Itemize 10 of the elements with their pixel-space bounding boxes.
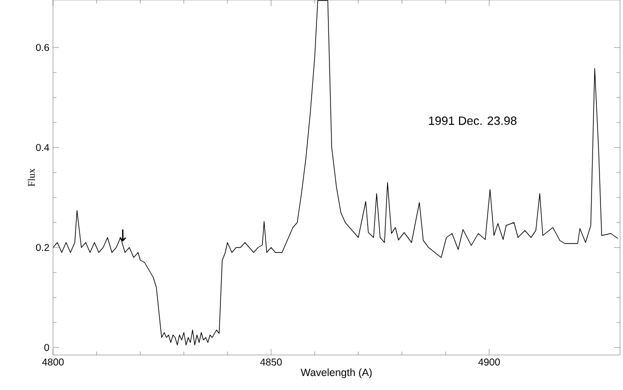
annotation: 1991 Dec. 23.98 — [429, 116, 516, 125]
y-axis-title: Flux — [28, 168, 35, 186]
y-tick-label: 0.2 — [36, 244, 49, 252]
y-tick-label: 0.4 — [36, 144, 50, 152]
x-axis-title: Wavelength (A) — [300, 368, 372, 378]
x-tick-label: 4800 — [42, 358, 64, 366]
y-tick-label: 0.6 — [36, 44, 50, 52]
x-tick-label: 4850 — [260, 358, 282, 366]
x-tick-label: 4900 — [478, 358, 500, 366]
y-tick-label: 0 — [44, 344, 50, 352]
